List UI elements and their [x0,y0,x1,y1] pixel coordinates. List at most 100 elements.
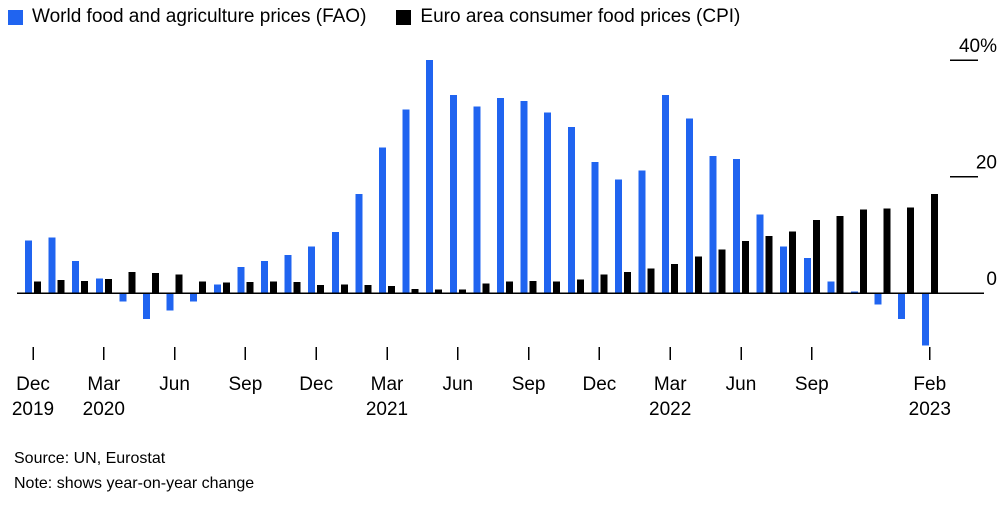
x-tick-month: Mar [371,374,404,395]
x-tick-month: Jun [159,374,190,395]
bar-cpi [411,288,419,293]
legend-label-fao: World food and agriculture prices (FAO) [32,6,367,27]
bar-fao [591,161,599,293]
bar-fao [237,266,245,293]
bar-cpi [34,281,41,294]
bar-fao [827,281,835,294]
x-tick-month: Dec [583,374,617,395]
bar-cpi [647,268,655,293]
y-tick-label: 0 [986,269,997,290]
bar-fao [95,278,103,293]
bar-cpi [576,279,584,293]
x-tick-month: Mar [654,374,687,395]
bar-cpi [883,208,891,293]
legend-swatch-fao-icon [8,9,23,25]
bar-cpi [175,274,183,293]
bar-fao [355,194,363,293]
bar-fao [48,237,56,293]
bar-fao [803,258,811,294]
bar-fao [685,118,693,294]
bar-fao [426,60,434,293]
bar-cpi [789,231,797,293]
bar-fao [662,94,670,294]
bar-cpi [388,286,395,293]
y-tick-label: 40% [959,36,997,57]
legend-item-fao: World food and agriculture prices (FAO) [8,6,366,28]
bar-cpi [270,281,277,294]
bar-cpi [694,256,702,293]
bar-fao [143,293,150,320]
bar-fao [520,100,528,293]
bar-fao [331,231,339,293]
legend-swatch-cpi-icon [396,9,412,25]
bar-fao [638,170,646,293]
x-tick-month: Sep [512,374,546,395]
x-tick-year: 2019 [12,399,54,420]
bar-cpi [199,281,207,294]
chart-footer: Source: UN, Eurostat Note: shows year-on… [14,446,254,496]
bar-cpi [812,220,820,293]
bar-fao [733,159,740,293]
x-tick-month: Jun [442,374,473,395]
bar-fao [756,214,764,293]
note-text: Note: shows year-on-year change [14,475,255,492]
bar-fao [780,246,788,293]
bar-cpi [81,280,89,293]
bar-fao [567,127,575,293]
bar-cpi [364,284,372,293]
x-tick-month: Feb [913,374,946,395]
bar-cpi [293,281,301,293]
x-tick-year: 2021 [366,399,408,420]
legend: World food and agriculture prices (FAO) … [8,6,740,28]
bar-fao [544,112,552,294]
bar-cpi [152,273,159,293]
bar-fao [898,293,906,320]
bar-cpi [553,281,561,294]
x-tick-month: Mar [87,374,120,395]
bar-cpi [317,284,325,293]
bar-fao [213,284,221,293]
bar-cpi [340,284,348,293]
x-tick-month: Dec [299,374,333,395]
chart-plot-area: 40% 20 0 Dec 2019 Mar 2020 Jun Sep Dec Mar 2021 Jun S… [12,36,997,420]
bar-fao [921,293,929,346]
x-tick-month: Sep [795,374,829,395]
bar-cpi [506,281,513,294]
bar-fao [402,109,410,293]
bar-cpi [435,289,443,293]
bar-cpi [128,272,136,293]
bar-fao [874,293,882,305]
bar-cpi [907,207,915,293]
bar-cpi [624,272,631,293]
bar-fao [449,94,457,294]
bar-cpi [482,283,490,293]
bar-cpi [222,282,230,293]
bar-fao [473,106,481,293]
bar-fao [261,261,268,293]
x-tick-year: 2022 [649,399,691,420]
bar-cpi [765,235,773,293]
bar-fao [615,179,622,293]
bar-cpi [671,263,679,293]
bar-fao [72,261,80,293]
bar-cpi [600,274,608,293]
bar-fao [166,293,174,311]
bar-fao [25,240,32,293]
bar-cpi [57,280,65,293]
bar-cpi [529,280,537,293]
bar-fao [308,246,316,293]
bar-fao [119,293,127,302]
bar-cpi [836,216,844,293]
bar-cpi [718,249,726,293]
bar-cpi [104,279,112,293]
bar-fao [709,156,717,293]
bar-cpi [742,241,749,293]
legend-item-cpi: Euro area consumer food prices (CPI) [396,6,740,28]
x-tick-year: 2023 [909,399,951,420]
x-tick-month: Jun [726,374,757,395]
bar-fao [497,97,504,294]
x-tick-year: 2020 [83,399,125,420]
bar-fao [284,255,292,293]
bar-cpi [930,194,938,293]
